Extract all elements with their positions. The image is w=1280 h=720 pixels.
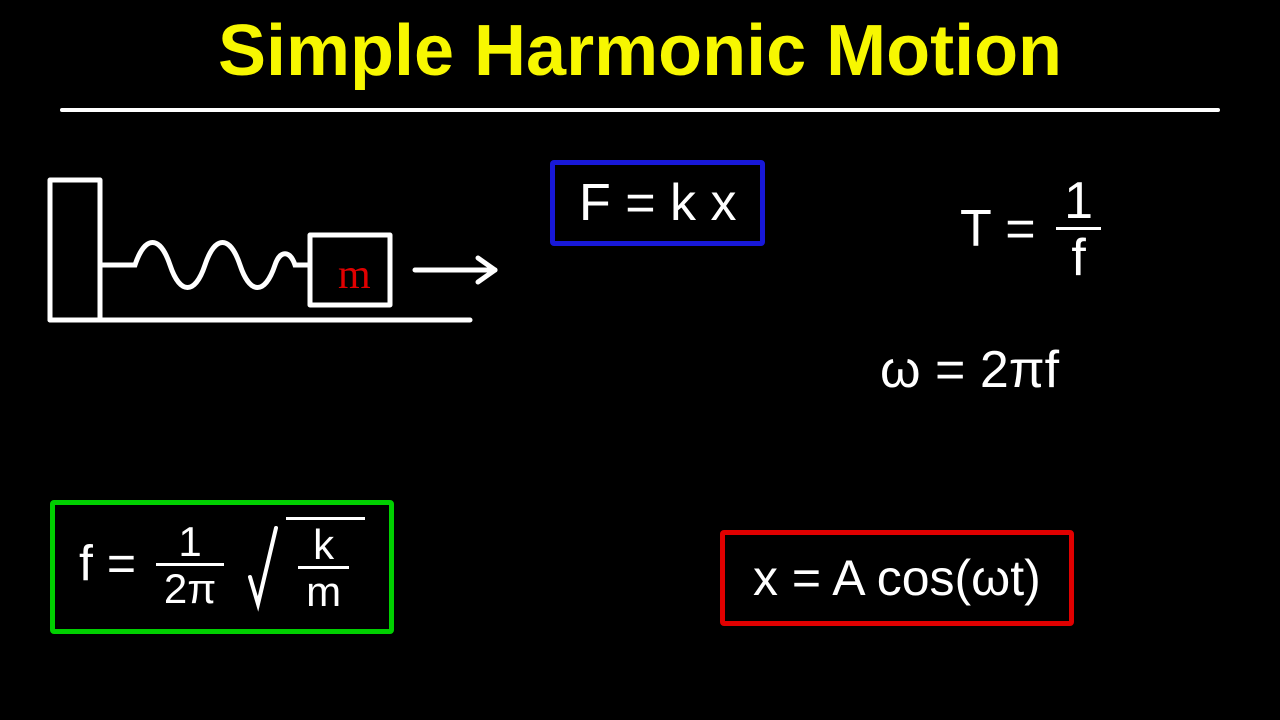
omega-equation: ω = 2πf	[880, 340, 1059, 400]
position-box: x = A cos(ωt)	[720, 530, 1074, 626]
page-title: Simple Harmonic Motion	[218, 10, 1062, 92]
wall	[50, 180, 100, 320]
period-numerator: 1	[1056, 175, 1101, 230]
position-equation: x = A cos(ωt)	[753, 550, 1041, 606]
freq-fraction-num: 1	[156, 521, 224, 566]
period-fraction: 1 f	[1056, 175, 1101, 289]
omega-text: ω = 2πf	[880, 341, 1059, 399]
hooke-equation: F = k x	[579, 174, 736, 232]
period-equation: T = 1 f	[960, 175, 1107, 289]
frequency-box: f = 1 2π k m	[50, 500, 394, 634]
radical-sign-icon	[248, 522, 276, 612]
spring	[100, 243, 310, 288]
freq-lhs: f	[79, 535, 93, 591]
sqrt-den: m	[298, 569, 349, 617]
period-lhs: T	[960, 200, 991, 258]
equals-sign-2: =	[107, 535, 150, 591]
period-denominator: f	[1056, 230, 1101, 289]
diagram-svg: m	[40, 180, 510, 380]
spring-mass-diagram: m	[40, 180, 480, 380]
freq-fraction-den: 2π	[156, 566, 224, 614]
sqrt-container: k m	[248, 517, 365, 617]
mass-label: m	[338, 252, 371, 298]
freq-fraction: 1 2π	[156, 521, 224, 614]
sqrt-body: k m	[286, 517, 365, 617]
equals-sign: =	[1005, 200, 1050, 258]
title-underline	[60, 108, 1220, 112]
sqrt-num: k	[298, 524, 349, 569]
hooke-law-box: F = k x	[550, 160, 765, 246]
sqrt-fraction: k m	[298, 524, 349, 617]
